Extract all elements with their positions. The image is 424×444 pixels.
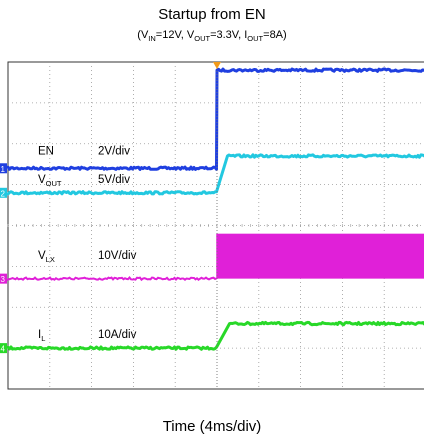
channel-label-main: I (38, 329, 41, 341)
ground-marker-number: 1 (1, 165, 6, 174)
subtitle-iout-sub: OUT (247, 34, 264, 44)
subtitle-vin-sub: IN (148, 34, 156, 44)
ground-marker-number: 2 (1, 189, 6, 198)
subtitle-vout-val: =3.3V, I (210, 29, 248, 41)
channel-scale-en: 2V/div (98, 145, 130, 157)
subtitle-open: (V (137, 29, 149, 41)
trace-en (6, 67, 424, 171)
ground-marker-vout (0, 187, 7, 198)
ground-marker-number: 4 (1, 345, 6, 354)
channel-label-vlx: VLX (38, 250, 55, 264)
channel-label-vout: VOUT (38, 174, 62, 188)
chart-title: Startup from EN (158, 6, 266, 23)
ground-marker-il (0, 343, 7, 354)
channel-scale-vout: 5V/div (98, 174, 130, 186)
trace-vout (6, 153, 424, 196)
subtitle-vin-val: =12V, V (155, 29, 195, 41)
channel-scale-vlx: 10V/div (98, 250, 137, 262)
channel-label-sub: L (41, 334, 45, 343)
ground-marker-number: 3 (1, 275, 6, 284)
subtitle-iout-val: =8A) (263, 29, 287, 41)
channel-label-main: EN (38, 145, 54, 157)
trace-vlx (7, 276, 217, 282)
trace-il (6, 320, 424, 351)
trigger-marker (213, 62, 221, 69)
channel-label-sub: LX (46, 255, 55, 264)
channel-label-il: IL (38, 329, 45, 343)
channel-label-en: EN (38, 145, 54, 157)
ground-marker-vlx (0, 273, 7, 284)
channel-scale-il: 10A/div (98, 329, 137, 341)
ground-marker-en (0, 163, 7, 174)
chart-subtitle: (VIN=12V, VOUT=3.3V, IOUT=8A) (0, 28, 424, 46)
channel-label-main: V (38, 250, 46, 262)
subtitle-vout-sub: OUT (194, 34, 211, 44)
x-axis-label: Time (4ms/div) (162, 418, 262, 435)
trace-vlx-switching (217, 233, 424, 279)
channel-label-main: V (38, 174, 46, 186)
channel-label-sub: OUT (46, 179, 62, 188)
